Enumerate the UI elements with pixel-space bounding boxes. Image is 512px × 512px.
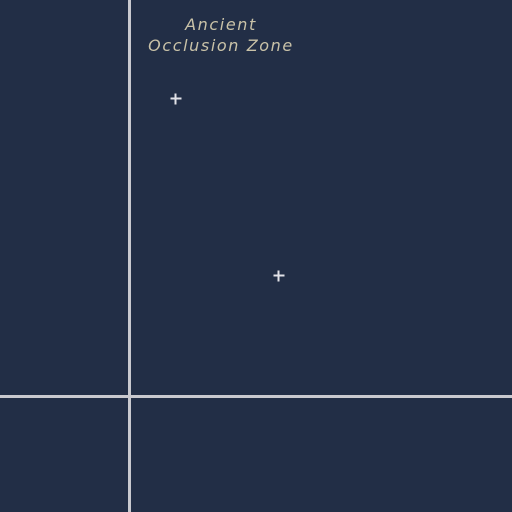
horizontal-road	[0, 395, 512, 398]
zone-label-line-2: Occlusion Zone	[148, 36, 294, 55]
plus-marker-icon[interactable]	[170, 93, 182, 105]
zone-label: Ancient Occlusion Zone	[140, 14, 302, 56]
zone-label-line-1: Ancient	[185, 15, 257, 34]
vertical-road	[128, 0, 131, 512]
plus-marker-icon[interactable]	[273, 270, 285, 282]
